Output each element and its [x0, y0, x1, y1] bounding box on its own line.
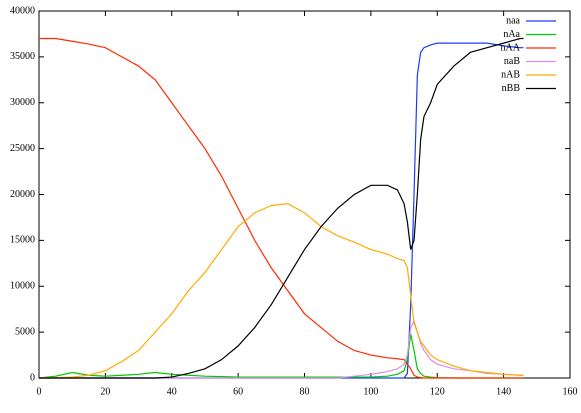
legend-label: naB — [504, 56, 520, 67]
y-tick-label: 5000 — [15, 326, 35, 337]
x-tick-label: 100 — [363, 386, 378, 397]
legend-label: nBB — [502, 83, 521, 94]
legend-label: nAA — [501, 42, 521, 53]
x-tick-label: 20 — [100, 386, 110, 397]
x-tick-label: 40 — [167, 386, 177, 397]
series-line — [39, 42, 524, 379]
series-line — [39, 37, 524, 379]
plot-frame — [38, 10, 571, 379]
series-line — [38, 203, 524, 379]
x-tick-label: 140 — [496, 386, 511, 397]
x-tick-label: 0 — [37, 386, 42, 397]
x-tick-label: 80 — [300, 386, 310, 397]
legend-label: nAB — [501, 69, 520, 80]
y-tick-label: 20000 — [10, 189, 35, 200]
y-tick-label: 25000 — [10, 143, 35, 154]
legend-label: nAa — [503, 29, 520, 40]
y-tick-label: 35000 — [10, 51, 35, 62]
y-tick-label: 15000 — [10, 235, 35, 246]
legend-label: naa — [506, 15, 520, 26]
series-line — [39, 319, 524, 379]
y-tick-label: 0 — [30, 372, 35, 383]
series-line — [38, 333, 524, 379]
x-tick-label: 60 — [233, 386, 243, 397]
y-tick-label: 10000 — [10, 281, 35, 292]
x-tick-label: 120 — [430, 386, 445, 397]
y-tick-label: 40000 — [10, 5, 35, 16]
y-tick-label: 30000 — [10, 97, 35, 108]
x-tick-label: 160 — [563, 386, 578, 397]
series-line — [39, 37, 524, 379]
